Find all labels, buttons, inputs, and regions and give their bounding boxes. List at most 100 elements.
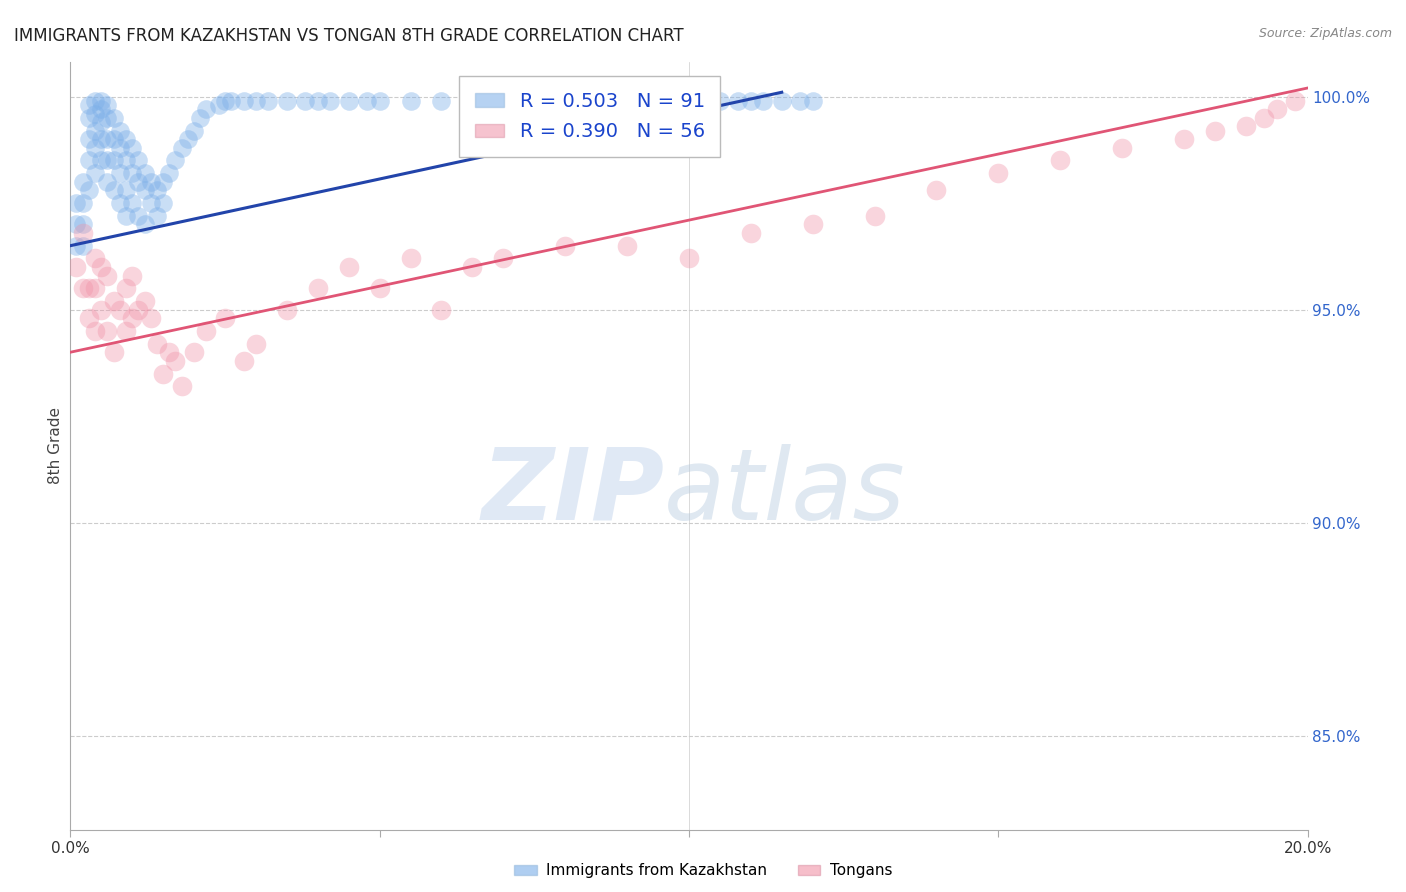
Point [770, 94, 793, 108]
Point [77, 311, 100, 326]
Point [121, 268, 143, 283]
Point [647, 94, 669, 108]
Point [90, 153, 112, 168]
Point [430, 302, 453, 317]
Point [65, 238, 87, 252]
Point [165, 353, 187, 368]
Point [801, 218, 824, 232]
Point [863, 209, 886, 223]
Point [121, 311, 143, 326]
Point [1284, 94, 1306, 108]
Point [77, 132, 100, 146]
Point [108, 123, 131, 137]
Point [115, 153, 138, 168]
Point [430, 94, 453, 108]
Point [337, 260, 360, 274]
Point [752, 94, 775, 108]
Point [152, 367, 174, 381]
Point [103, 183, 125, 197]
Point [90, 115, 112, 129]
Point [146, 209, 169, 223]
Point [152, 196, 174, 211]
Point [103, 153, 125, 168]
Point [72, 175, 94, 189]
Point [77, 98, 100, 112]
Point [177, 132, 200, 146]
Point [96, 175, 118, 189]
Point [337, 94, 360, 108]
Point [740, 226, 762, 240]
Point [115, 183, 138, 197]
Point [157, 166, 180, 180]
Point [108, 302, 131, 317]
Point [84, 166, 107, 180]
Point [115, 281, 138, 295]
Point [232, 353, 254, 368]
Point [127, 209, 149, 223]
Point [740, 94, 762, 108]
Point [134, 294, 156, 309]
Point [115, 209, 138, 223]
Legend: R = 0.503   N = 91, R = 0.390   N = 56: R = 0.503 N = 91, R = 0.390 N = 56 [460, 76, 720, 157]
Point [461, 260, 484, 274]
Text: IMMIGRANTS FROM KAZAKHSTAN VS TONGAN 8TH GRADE CORRELATION CHART: IMMIGRANTS FROM KAZAKHSTAN VS TONGAN 8TH… [14, 27, 683, 45]
Point [77, 183, 100, 197]
Point [170, 141, 193, 155]
Point [84, 281, 107, 295]
Point [195, 324, 218, 338]
Point [307, 94, 329, 108]
Point [492, 94, 515, 108]
Point [121, 166, 143, 180]
Point [96, 111, 118, 125]
Point [678, 252, 700, 266]
Point [257, 94, 280, 108]
Point [103, 111, 125, 125]
Point [84, 106, 107, 120]
Point [616, 238, 638, 252]
Point [146, 336, 169, 351]
Point [139, 175, 162, 189]
Point [115, 132, 138, 146]
Point [103, 132, 125, 146]
Point [709, 94, 731, 108]
Point [523, 94, 546, 108]
Point [103, 345, 125, 359]
Point [115, 324, 138, 338]
Point [77, 281, 100, 295]
Point [65, 218, 87, 232]
Point [219, 94, 242, 108]
Point [84, 252, 107, 266]
Point [1173, 132, 1195, 146]
Point [678, 94, 700, 108]
Point [188, 111, 211, 125]
Point [90, 94, 112, 108]
Point [90, 103, 112, 117]
Point [134, 183, 156, 197]
Point [77, 153, 100, 168]
Point [96, 98, 118, 112]
Point [461, 94, 484, 108]
Point [585, 94, 607, 108]
Point [152, 175, 174, 189]
Point [103, 294, 125, 309]
Point [1265, 103, 1288, 117]
Point [165, 153, 187, 168]
Point [84, 94, 107, 108]
Point [1253, 111, 1275, 125]
Point [96, 268, 118, 283]
Point [72, 226, 94, 240]
Point [127, 302, 149, 317]
Point [72, 281, 94, 295]
Point [96, 153, 118, 168]
Point [121, 141, 143, 155]
Point [65, 196, 87, 211]
Point [368, 281, 391, 295]
Text: ZIP: ZIP [481, 443, 664, 541]
Point [84, 141, 107, 155]
Point [492, 252, 515, 266]
Point [90, 260, 112, 274]
Point [65, 260, 87, 274]
Point [789, 94, 811, 108]
Point [276, 302, 298, 317]
Point [195, 103, 218, 117]
